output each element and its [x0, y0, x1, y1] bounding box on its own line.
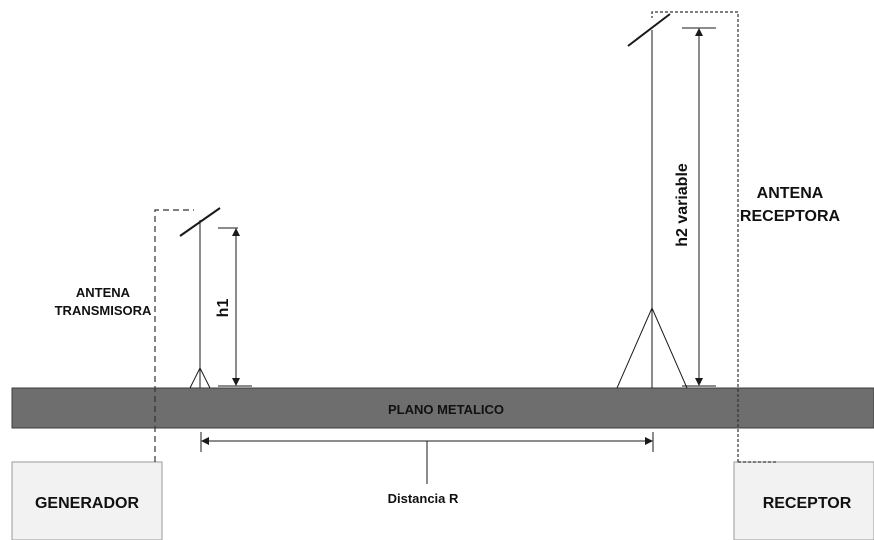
- plate-label: PLANO METALICO: [388, 402, 504, 417]
- tx-antenna-label-line1: ANTENA: [76, 285, 131, 300]
- tx-antenna: [179, 207, 221, 389]
- distance-label: Distancia R: [388, 491, 459, 506]
- metal-plate: [11, 387, 874, 429]
- tx-antenna-label-line2: TRANSMISORA: [55, 303, 152, 318]
- tx-dipole: [179, 207, 221, 237]
- tx-tripod: [189, 366, 211, 389]
- rx-antenna-label-line1: ANTENA: [757, 185, 824, 202]
- h1-dimension: [218, 227, 252, 387]
- generator-label: GENERADOR: [35, 495, 139, 512]
- h1-label: h1: [215, 299, 232, 318]
- h2-dimension: [682, 27, 716, 387]
- rx-antenna: [616, 13, 688, 389]
- rx-dipole: [627, 13, 671, 47]
- receiver-box: [733, 461, 874, 540]
- rx-antenna-label-line2: RECEPTORA: [740, 208, 841, 225]
- h2-label: h2 variable: [674, 163, 691, 247]
- distance-dimension: [200, 432, 654, 484]
- tx-cable: [154, 209, 194, 462]
- receiver-label: RECEPTOR: [763, 495, 852, 512]
- rx-tripod: [616, 306, 688, 389]
- generator-box: [11, 461, 163, 540]
- rx-cable: [651, 11, 739, 462]
